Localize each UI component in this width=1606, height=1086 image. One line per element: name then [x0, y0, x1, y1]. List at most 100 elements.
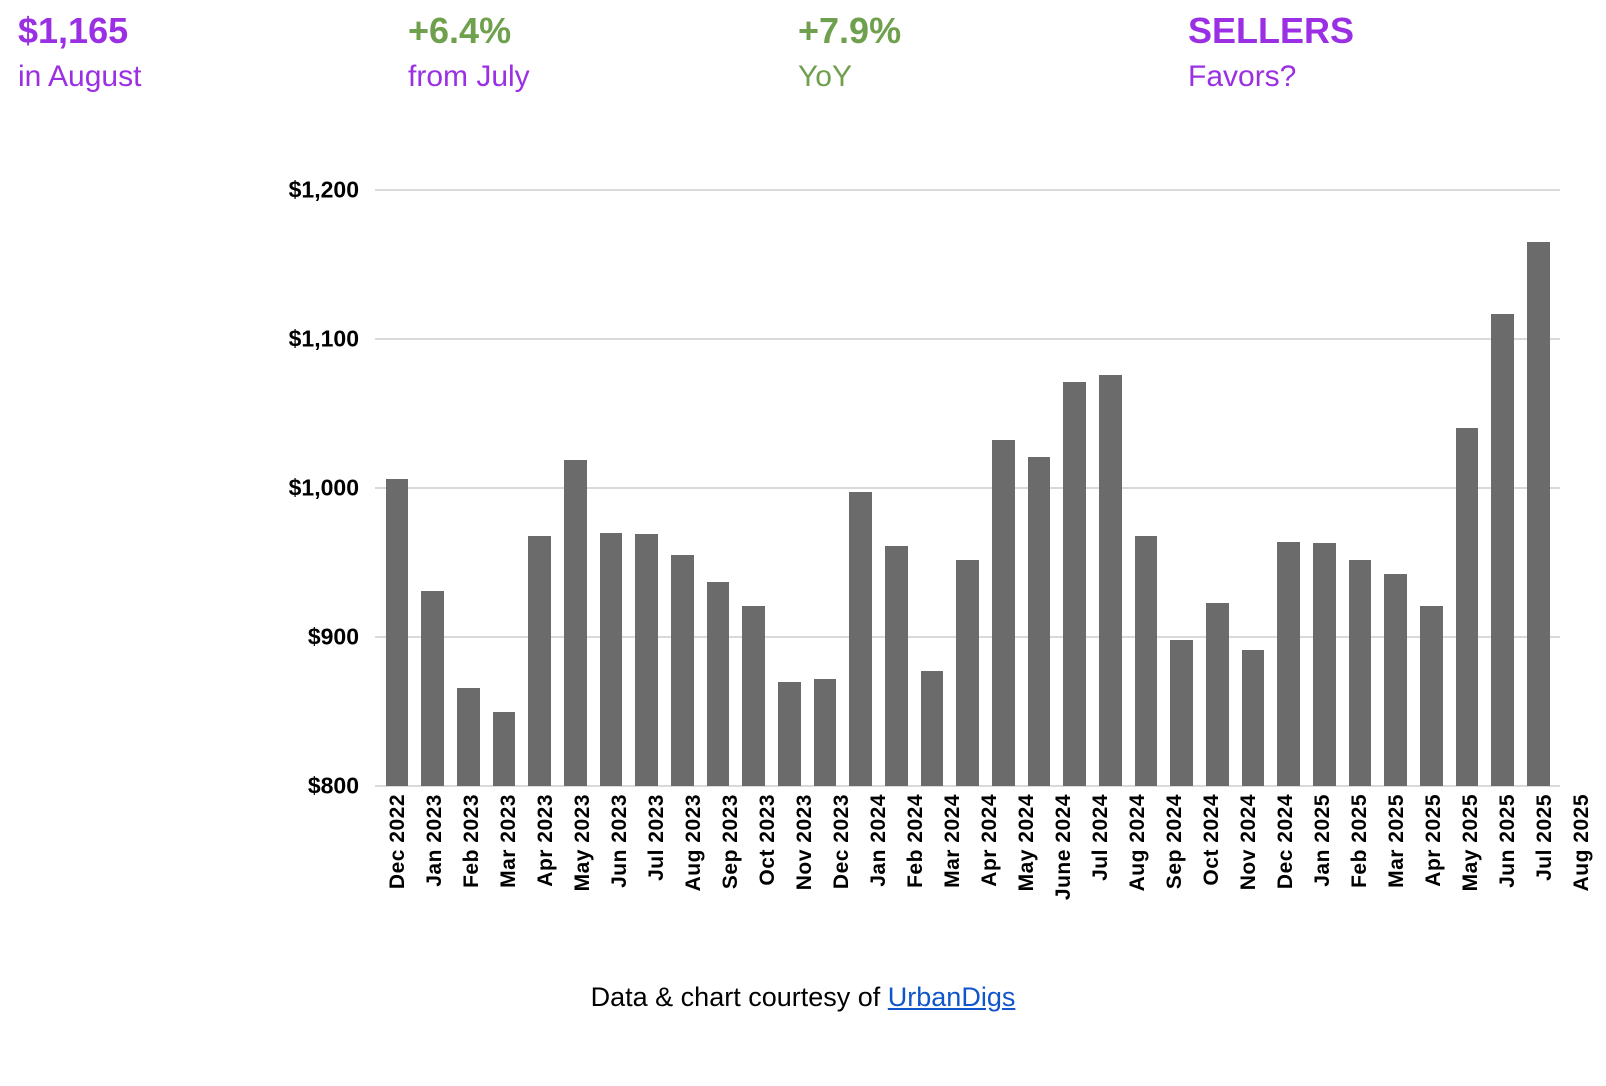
x-axis-label: May 2025 [1458, 794, 1482, 892]
x-label-cell: Mar 2024 [941, 786, 965, 938]
x-label-cell: May 2024 [1015, 786, 1039, 938]
bar [1491, 313, 1514, 786]
footer-text: Data & chart courtesy of [590, 982, 888, 1012]
x-label-cell: Mar 2025 [1385, 786, 1409, 938]
stat: +6.4% from July [408, 8, 798, 96]
bar [706, 581, 730, 786]
x-label-cell: May 2025 [1459, 786, 1483, 938]
gridline [375, 338, 1560, 340]
x-label-cell: Dec 2022 [386, 786, 410, 938]
x-axis-label: Apr 2025 [1421, 794, 1445, 887]
bar [1348, 559, 1372, 786]
x-label-cell: Jan 2024 [867, 786, 891, 938]
x-label-cell: Sep 2024 [1163, 786, 1187, 938]
x-label-cell: Apr 2023 [534, 786, 558, 938]
bar [1098, 374, 1122, 786]
stat-label: YoY [798, 60, 852, 93]
x-axis-label: Sep 2024 [1162, 794, 1186, 890]
y-axis-tick-label: $1,100 [288, 325, 359, 352]
x-label-cell: Jul 2024 [1089, 786, 1113, 938]
stat: $1,165 in August [18, 8, 408, 96]
bar [1419, 605, 1443, 786]
x-label-cell: Dec 2023 [830, 786, 854, 938]
x-axis-label: Oct 2023 [755, 794, 779, 886]
x-axis-label: Feb 2025 [1347, 794, 1371, 888]
x-label-cell: Sep 2023 [719, 786, 743, 938]
x-axis-label: Jul 2023 [644, 794, 668, 881]
x-label-cell: Jul 2023 [645, 786, 669, 938]
y-axis-tick-label: $800 [307, 772, 359, 799]
x-axis-label: Jul 2024 [1088, 794, 1112, 881]
bar [1134, 535, 1158, 786]
bar [456, 687, 480, 786]
x-label-cell: Oct 2024 [1200, 786, 1224, 938]
bar [421, 590, 444, 786]
x-axis-label: Feb 2024 [903, 794, 927, 888]
stat-value: $1,165 [18, 10, 129, 51]
x-label-cell: Nov 2024 [1237, 786, 1261, 938]
x-label-cell: Apr 2025 [1422, 786, 1446, 938]
bar [528, 535, 551, 786]
x-axis-label: Mar 2023 [496, 794, 520, 888]
bar [956, 559, 979, 786]
stats-row: $1,165 in August +6.4% from July +7.9% Y… [0, 0, 1606, 96]
x-labels: Dec 2022 Jan 2023 Feb 2023 Mar 2023 Apr 2023… [375, 786, 1593, 938]
x-axis-label: Dec 2024 [1273, 794, 1297, 890]
x-axis-label: Oct 2024 [1199, 794, 1223, 886]
x-axis-label: Feb 2023 [459, 794, 483, 888]
stat-label: Favors? [1188, 60, 1297, 93]
y-axis-tick-label: $1,200 [288, 176, 359, 203]
x-axis-label: Aug 2024 [1125, 794, 1149, 892]
x-label-cell: Feb 2024 [904, 786, 928, 938]
bar [1027, 456, 1051, 786]
x-axis-label: Apr 2024 [977, 794, 1001, 887]
bar [670, 555, 694, 786]
y-axis-tick-label: $900 [307, 623, 359, 650]
x-label-cell: June 2024 [1052, 786, 1076, 938]
bar [599, 532, 623, 786]
urbandigs-link[interactable]: UrbanDigs [887, 982, 1016, 1012]
x-axis-label: Apr 2023 [533, 794, 557, 887]
x-label-cell: Jul 2025 [1533, 786, 1557, 938]
bar [920, 671, 944, 786]
x-label-cell: Jun 2025 [1496, 786, 1520, 938]
stat: +7.9% YoY [798, 8, 1188, 96]
stat-value: +6.4% [408, 10, 512, 51]
x-axis-label: Sep 2023 [718, 794, 742, 890]
bar [991, 440, 1015, 786]
x-label-cell: Aug 2023 [682, 786, 706, 938]
x-axis-label: Aug 2023 [681, 794, 705, 892]
stat: SELLERS Favors? [1188, 8, 1578, 96]
bar [1384, 574, 1407, 786]
bar [1241, 650, 1265, 786]
bar [385, 479, 409, 786]
x-axis-label: Jun 2023 [607, 794, 631, 888]
stat-value: SELLERS [1188, 10, 1355, 51]
x-label-cell: Jan 2025 [1311, 786, 1335, 938]
x-label-cell: Aug 2025 [1570, 786, 1594, 938]
x-axis-label: Jan 2024 [866, 794, 890, 887]
bar [884, 546, 908, 786]
x-axis-label: Dec 2023 [829, 794, 853, 890]
x-label-cell: Aug 2024 [1126, 786, 1150, 938]
bar [1312, 543, 1336, 786]
bar [635, 534, 658, 786]
plot-area: $800 $900 $1,000 $1,100 $1,200 [289, 177, 1560, 799]
stat-value: +7.9% [798, 10, 902, 51]
x-label-cell: May 2023 [571, 786, 595, 938]
x-axis-label: Nov 2024 [1236, 794, 1260, 891]
bar [1170, 639, 1193, 786]
x-axis-label: Dec 2022 [385, 794, 409, 890]
stat-label: in August [18, 60, 142, 93]
gridline [375, 487, 1560, 489]
x-axis-label: May 2024 [1014, 794, 1038, 892]
bar [1455, 428, 1479, 786]
bar [813, 678, 837, 786]
x-axis-label: Mar 2024 [940, 794, 964, 888]
bar [777, 681, 801, 786]
x-axis-label: Jan 2023 [422, 794, 446, 887]
x-label-cell: Feb 2025 [1348, 786, 1372, 938]
x-label-cell: Feb 2023 [460, 786, 484, 938]
bar [1063, 382, 1086, 786]
